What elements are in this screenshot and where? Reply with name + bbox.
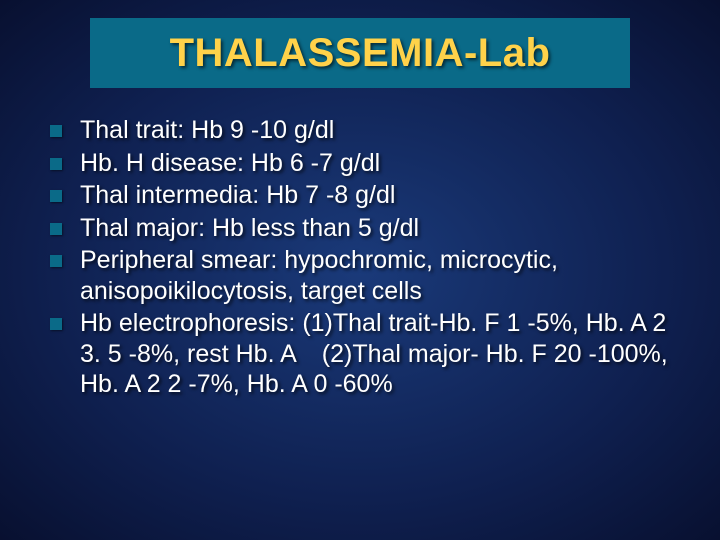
slide-title: THALASSEMIA-Lab [170, 31, 551, 76]
bullet-text: Thal intermedia: Hb 7 -8 g/dl [80, 180, 395, 211]
list-item: Hb electrophoresis: (1)Thal trait-Hb. F … [50, 308, 680, 400]
list-item: Thal intermedia: Hb 7 -8 g/dl [50, 180, 680, 211]
title-box: THALASSEMIA-Lab [90, 18, 630, 88]
list-item: Peripheral smear: hypochromic, microcyti… [50, 245, 680, 306]
bullet-text: Hb electrophoresis: (1)Thal trait-Hb. F … [80, 308, 680, 400]
square-bullet-icon [50, 190, 62, 202]
list-item: Hb. H disease: Hb 6 -7 g/dl [50, 148, 680, 179]
bullet-text: Thal trait: Hb 9 -10 g/dl [80, 115, 334, 146]
square-bullet-icon [50, 223, 62, 235]
square-bullet-icon [50, 255, 62, 267]
bullet-text: Hb. H disease: Hb 6 -7 g/dl [80, 148, 380, 179]
bullet-text: Peripheral smear: hypochromic, microcyti… [80, 245, 680, 306]
slide: THALASSEMIA-Lab Thal trait: Hb 9 -10 g/d… [0, 0, 720, 540]
square-bullet-icon [50, 318, 62, 330]
bullet-text: Thal major: Hb less than 5 g/dl [80, 213, 419, 244]
list-item: Thal major: Hb less than 5 g/dl [50, 213, 680, 244]
bullet-list: Thal trait: Hb 9 -10 g/dl Hb. H disease:… [50, 115, 680, 402]
square-bullet-icon [50, 125, 62, 137]
list-item: Thal trait: Hb 9 -10 g/dl [50, 115, 680, 146]
square-bullet-icon [50, 158, 62, 170]
